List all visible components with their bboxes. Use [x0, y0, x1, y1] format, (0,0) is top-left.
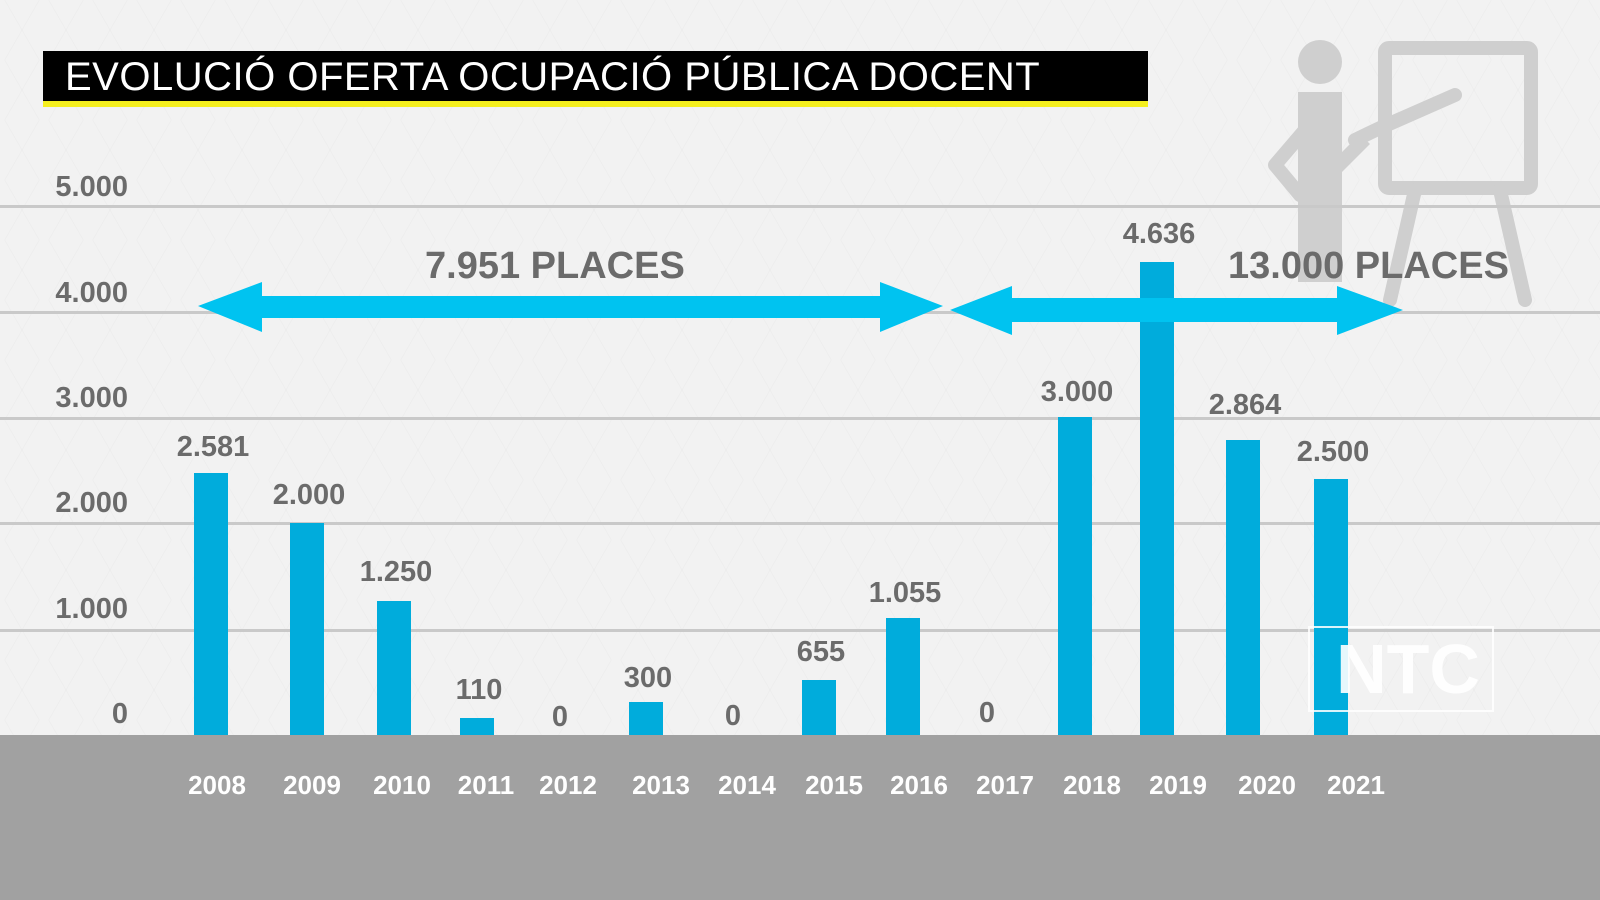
- gridline-5000: [0, 205, 1600, 208]
- x-tick-2019: 2019: [1149, 770, 1207, 800]
- ntc-logo: NTC: [1308, 626, 1494, 712]
- x-tick-2020: 2020: [1238, 770, 1296, 800]
- bar-label-2019: 4.636: [1122, 218, 1196, 250]
- bar-2016[interactable]: [886, 618, 920, 735]
- gridline-2000: [0, 522, 1600, 525]
- bar-2011[interactable]: [460, 718, 494, 735]
- x-tick-2011: 2011: [457, 770, 515, 800]
- y-tick-1000: 1.000: [55, 593, 128, 625]
- bar-label-2015: 655: [796, 636, 846, 668]
- bar-label-2014: 0: [724, 700, 742, 732]
- period1-label: 7.951 PLACES: [425, 245, 685, 287]
- x-tick-2015: 2015: [805, 770, 863, 800]
- gridline-1000: [0, 629, 1600, 632]
- bar-label-2009: 2.000: [272, 479, 346, 511]
- x-tick-2017: 2017: [976, 770, 1034, 800]
- x-axis-band: [0, 735, 1600, 900]
- bar-label-2010: 1.250: [359, 556, 433, 588]
- bar-label-2013: 300: [623, 662, 673, 694]
- bar-2018[interactable]: [1058, 417, 1092, 735]
- chart-title: EVOLUCIÓ OFERTA OCUPACIÓ PÚBLICA DOCENT: [65, 55, 1041, 99]
- x-tick-2014: 2014: [718, 770, 776, 800]
- bar-2009[interactable]: [290, 523, 324, 735]
- x-tick-2021: 2021: [1327, 770, 1385, 800]
- y-tick-5000: 5.000: [55, 171, 128, 203]
- bar-2015[interactable]: [802, 680, 836, 735]
- bar-label-2021: 2.500: [1296, 436, 1370, 468]
- y-tick-2000: 2.000: [55, 487, 128, 519]
- x-tick-2016: 2016: [890, 770, 948, 800]
- bar-2010[interactable]: [377, 601, 411, 735]
- bar-label-2012: 0: [551, 701, 569, 733]
- y-tick-0: 0: [111, 698, 128, 730]
- bar-label-2018: 3.000: [1040, 376, 1114, 408]
- gridline-3000: [0, 417, 1600, 420]
- chart-title-banner: EVOLUCIÓ OFERTA OCUPACIÓ PÚBLICA DOCENT: [43, 51, 1148, 107]
- bar-2019[interactable]: [1140, 262, 1174, 735]
- y-tick-4000: 4.000: [55, 277, 128, 309]
- double-arrow-icon: [198, 282, 943, 332]
- bar-2020[interactable]: [1226, 440, 1260, 735]
- x-tick-2018: 2018: [1063, 770, 1121, 800]
- x-tick-2012: 2012: [539, 770, 597, 800]
- x-tick-2009: 2009: [283, 770, 341, 800]
- period2-label: 13.000 PLACES: [1228, 245, 1509, 287]
- x-tick-2008: 2008: [188, 770, 246, 800]
- bar-label-2016: 1.055: [868, 577, 942, 609]
- bar-label-2017: 0: [978, 697, 996, 729]
- bar-label-2020: 2.864: [1208, 389, 1282, 421]
- bar-label-2008: 2.581: [176, 431, 250, 463]
- double-arrow-icon: [950, 286, 1403, 335]
- x-tick-2013: 2013: [632, 770, 690, 800]
- bar-label-2011: 110: [455, 674, 503, 706]
- x-tick-2010: 2010: [373, 770, 431, 800]
- bar-2013[interactable]: [629, 702, 663, 735]
- bar-2021[interactable]: [1314, 479, 1348, 735]
- bar-2008[interactable]: [194, 473, 228, 735]
- y-tick-3000: 3.000: [55, 382, 128, 414]
